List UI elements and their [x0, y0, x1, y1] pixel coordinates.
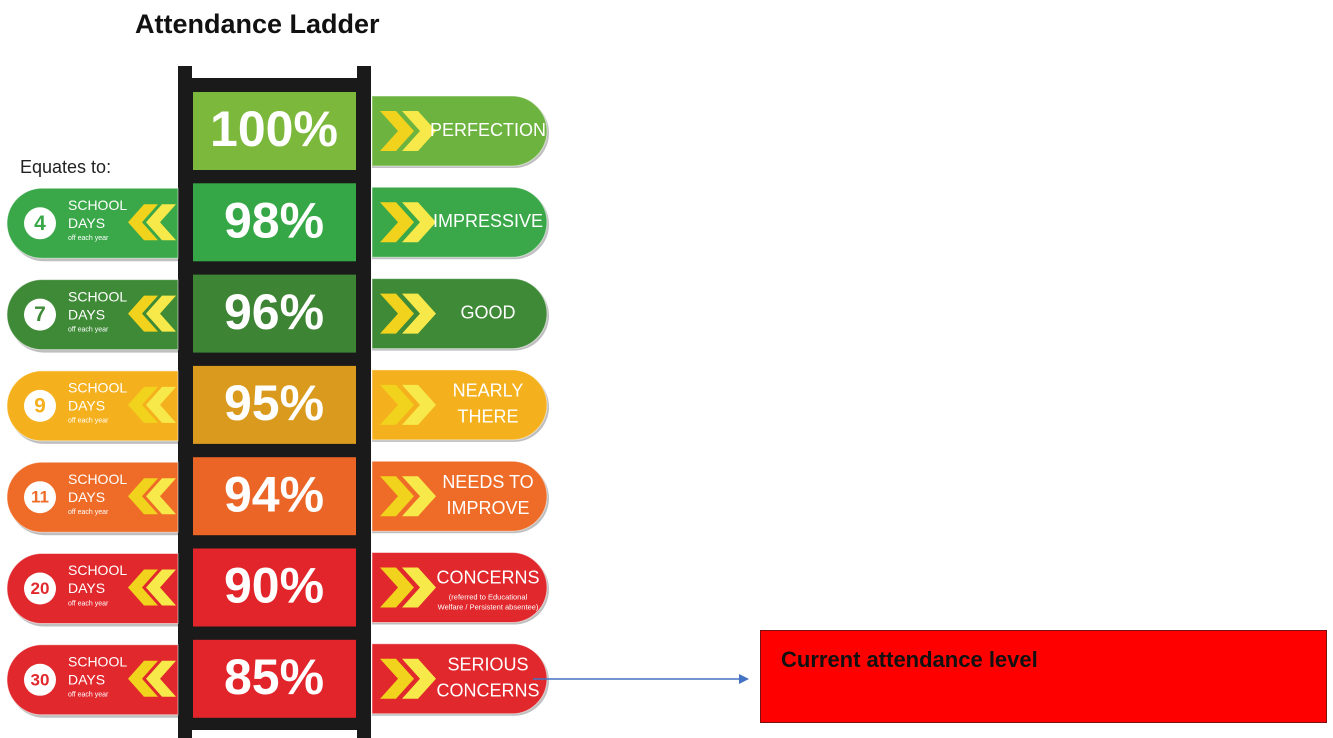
chevron: [402, 202, 436, 243]
chevron: [146, 386, 176, 423]
days-days: DAYS: [68, 306, 105, 322]
status-text: THERE: [457, 407, 518, 427]
chevron: [380, 202, 414, 243]
days-number: 30: [31, 670, 50, 689]
chevron: [380, 476, 414, 517]
rung-box: [193, 183, 356, 262]
rung-box: [193, 92, 356, 170]
days-pill: [6, 279, 179, 351]
days-circle: [24, 481, 56, 514]
chevron: [402, 658, 436, 699]
days-school: SCHOOL: [68, 654, 127, 670]
rung-percent: 90%: [224, 558, 324, 614]
chevron: [402, 384, 436, 425]
status-text: CONCERNS: [436, 567, 539, 587]
chevron: [128, 569, 158, 606]
days-circle: [24, 572, 56, 605]
chevron: [146, 204, 176, 241]
days-school: SCHOOL: [68, 197, 127, 213]
days-circle: [24, 207, 56, 240]
chevron: [146, 660, 176, 697]
status-text: NEARLY: [453, 381, 524, 401]
equates-label: Equates to:: [20, 157, 111, 177]
days-days: DAYS: [68, 489, 105, 505]
rung-percent: 95%: [224, 375, 324, 431]
rung-box: [193, 548, 356, 627]
chevron: [380, 111, 414, 151]
days-days: DAYS: [68, 215, 105, 231]
status-text: IMPRESSIVE: [433, 211, 543, 231]
rung-box: [193, 639, 356, 718]
days-pill: [6, 461, 179, 533]
days-circle: [24, 389, 56, 422]
chevron: [146, 295, 176, 332]
rungs: 100% PERFECTION 98% IMPRESSIVE 4 SCHOOL DAYS of…: [6, 92, 549, 718]
days-days: DAYS: [68, 580, 105, 596]
days-pill: [6, 187, 179, 259]
days-off: off each year: [68, 418, 109, 425]
status-text: PERFECTION: [430, 120, 546, 140]
chevron: [128, 660, 158, 697]
callout-text: Current attendance level: [781, 647, 1038, 672]
chevron: [380, 384, 414, 425]
chevron: [128, 295, 158, 332]
chevron: [380, 293, 414, 334]
status-subtext: (referred to Educational: [449, 592, 528, 601]
chevron: [128, 478, 158, 515]
chevron: [128, 386, 158, 423]
chevron: [380, 567, 414, 608]
rung-box: [193, 274, 356, 353]
days-days: DAYS: [68, 672, 105, 688]
days-number: 9: [34, 394, 46, 417]
status-text: CONCERNS: [436, 681, 539, 701]
callout-box: [760, 630, 1327, 723]
rung-box: [193, 457, 356, 536]
days-off: off each year: [68, 235, 109, 242]
days-circle: [24, 298, 56, 331]
days-number: 4: [34, 212, 46, 235]
days-pill: [6, 553, 179, 624]
days-school: SCHOOL: [68, 380, 127, 396]
arrow-head: [739, 674, 749, 684]
days-school: SCHOOL: [68, 562, 127, 578]
days-off: off each year: [68, 600, 109, 607]
rung-percent: 96%: [224, 284, 324, 340]
title: Attendance Ladder: [135, 9, 380, 39]
days-pill: [6, 644, 179, 716]
chevron: [402, 567, 436, 608]
chevron: [380, 658, 414, 699]
chevron: [128, 204, 158, 241]
rung-percent: 85%: [224, 649, 324, 705]
days-number: 20: [31, 579, 50, 598]
days-days: DAYS: [68, 398, 105, 414]
rung-box: [193, 365, 356, 444]
status-text: IMPROVE: [446, 498, 529, 518]
status-text: GOOD: [460, 302, 515, 322]
days-off: off each year: [68, 326, 109, 333]
days-off: off each year: [68, 692, 109, 699]
days-pill: [6, 370, 179, 442]
status-text: NEEDS TO: [442, 472, 533, 492]
chevron: [402, 293, 436, 334]
chevron: [402, 111, 436, 151]
chevron: [146, 478, 176, 515]
status-subtext: Welfare / Persistent absentee): [438, 602, 539, 611]
rung-percent: 98%: [224, 193, 324, 249]
status-text: SERIOUS: [447, 655, 528, 675]
days-number: 11: [31, 488, 49, 507]
days-number: 7: [34, 303, 46, 326]
rung-percent: 100%: [210, 101, 338, 157]
days-circle: [24, 663, 56, 696]
days-school: SCHOOL: [68, 288, 127, 304]
days-off: off each year: [68, 509, 109, 516]
chevron: [402, 476, 436, 517]
chevron: [146, 569, 176, 606]
days-school: SCHOOL: [68, 471, 127, 487]
rung-percent: 94%: [224, 466, 324, 522]
